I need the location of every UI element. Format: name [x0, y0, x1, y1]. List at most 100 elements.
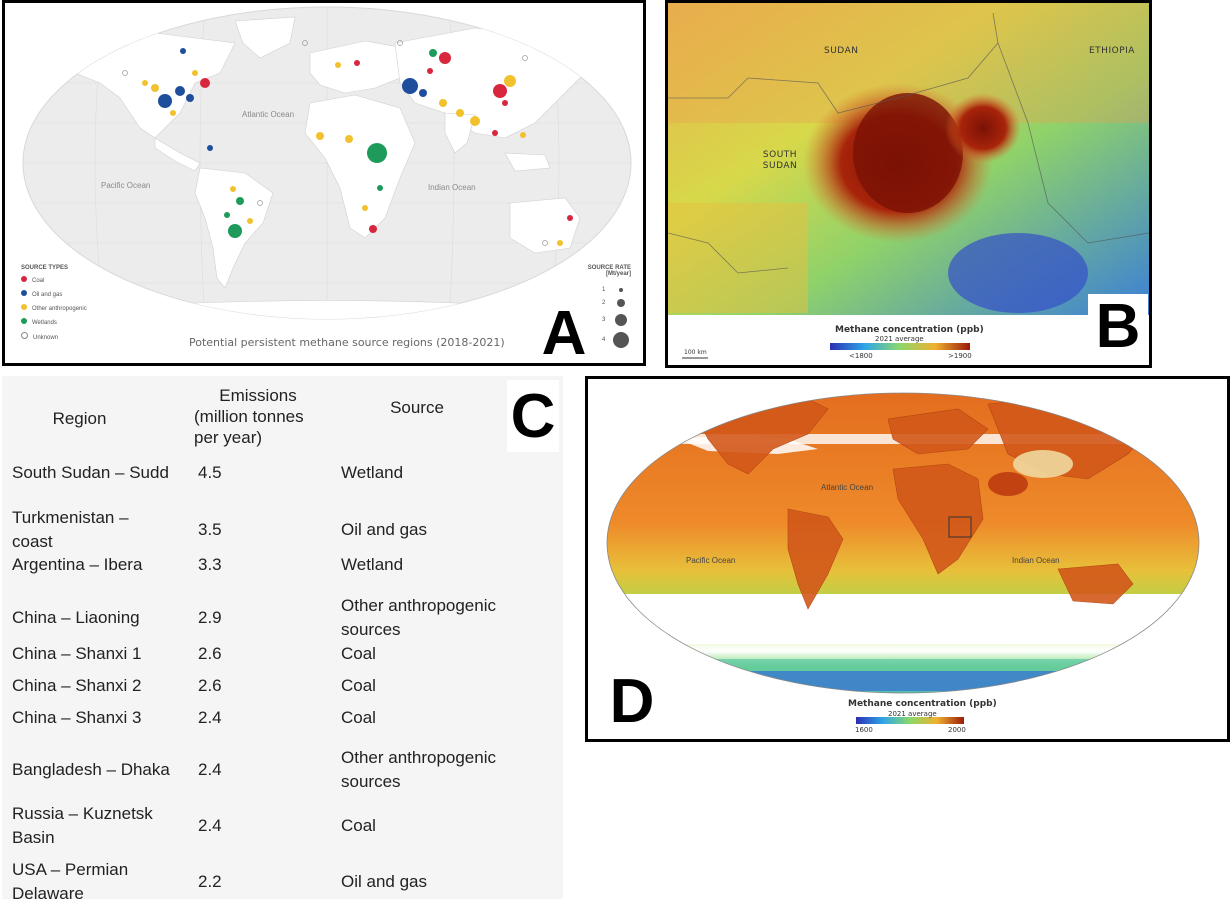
source-markers [142, 48, 573, 246]
header-emissions-line3: per year) [194, 428, 263, 447]
ocean-label-atlantic-d: Atlantic Ocean [821, 483, 874, 492]
country-label-sudan: SUDAN [824, 46, 859, 56]
table-row: Bangladesh – Dhaka 2.4 Other anthropogenic… [2, 746, 563, 794]
table-row: USA – Permian Delaware 2.2 Oil and gas [2, 858, 563, 906]
cell-region: Turkmenistan – coast [12, 506, 192, 554]
cell-region: China – Liaoning [12, 606, 192, 630]
cell-source: Coal [341, 814, 551, 838]
cell-region: China – Shanxi 1 [12, 642, 192, 666]
legend-label: Wetlands [32, 320, 57, 326]
cell-region-line: Delaware [12, 884, 84, 903]
cell-source-line: Other anthropogenic [341, 748, 496, 767]
cell-source: Wetland [341, 461, 551, 485]
rate-value: 1 [602, 287, 606, 293]
cell-source: Other anthropogenic sources [341, 746, 551, 794]
source-rate-legend: SOURCE RATE [Mt/year] [581, 265, 631, 277]
cell-region: China – Shanxi 2 [12, 674, 192, 698]
cell-region: Bangladesh – Dhaka [12, 758, 192, 782]
cell-region-line: China – Shanxi 1 [12, 644, 142, 663]
cell-source-line: Wetland [341, 555, 404, 574]
legend-item-other: Other anthropogenic [21, 304, 87, 318]
cell-source-line: Coal [341, 708, 376, 727]
cell-emissions: 2.9 [198, 608, 222, 627]
oil-gas-dot-icon [21, 290, 27, 296]
cell-region-line: Bangladesh – Dhaka [12, 760, 170, 779]
cell-region-line: China – Liaoning [12, 608, 140, 627]
header-source: Source [390, 398, 444, 417]
legend-label: Other anthropogenic [32, 306, 87, 312]
cell-source-line: Coal [341, 676, 376, 695]
rate-value: 2 [602, 300, 606, 306]
rate-circle-icon [615, 314, 627, 326]
cell-emissions: 2.2 [198, 872, 222, 891]
legend-heading: SOURCE TYPES [21, 265, 69, 271]
cell-region-line: South Sudan – Sudd [12, 463, 169, 482]
legend-item-wetlands: Wetlands [21, 318, 87, 332]
legend-item-unknown: Unknown [21, 332, 87, 346]
legend-item-coal: Coal [21, 276, 87, 290]
cell-region: South Sudan – Sudd [12, 461, 192, 485]
rate-value: 3 [602, 317, 606, 323]
cell-region: Russia – Kuznetsk Basin [12, 802, 192, 850]
colorbar-b-title: Methane concentration (ppb) [835, 325, 984, 335]
cell-emissions: 3.5 [198, 520, 222, 539]
panel-b-sudd-map: SUDAN ETHIOPIA SOUTH SUDAN Methane conce… [665, 0, 1152, 368]
wetlands-dot-icon [21, 318, 27, 324]
cell-source-line: Other anthropogenic [341, 596, 496, 615]
methane-globe-d [606, 392, 1200, 724]
cell-region-line: Basin [12, 828, 55, 847]
colorbar-d-max: 2000 [948, 726, 966, 734]
panel-a-source-map: Atlantic Ocean Pacific Ocean Indian Ocea… [2, 0, 646, 366]
table-row: South Sudan – Sudd 4.5 Wetland [2, 461, 563, 485]
cell-region-line: China – Shanxi 2 [12, 676, 142, 695]
colorbar-b-min: <1800 [849, 352, 873, 360]
rate-row-2: 2 [602, 299, 625, 307]
cell-region-line: China – Shanxi 3 [12, 708, 142, 727]
rate-circle-icon [613, 332, 629, 348]
cell-emissions: 3.3 [198, 555, 222, 574]
cell-region-line: Turkmenistan – [12, 508, 129, 527]
cell-source: Coal [341, 642, 551, 666]
ocean-label-pacific: Pacific Ocean [101, 181, 151, 190]
cell-source-line: Coal [341, 816, 376, 835]
cell-source: Oil and gas [341, 870, 551, 894]
cell-source: Other anthropogenic sources [341, 594, 551, 642]
rate-heading: SOURCE RATE [587, 265, 631, 271]
world-map-a [22, 6, 632, 320]
cell-emissions: 2.6 [198, 644, 222, 663]
table-row: Russia – Kuznetsk Basin 2.4 Coal [2, 802, 563, 850]
cell-region-line: USA – Permian [12, 860, 129, 879]
cell-emissions: 2.4 [198, 760, 222, 779]
cell-region: USA – Permian Delaware [12, 858, 192, 906]
table-row: China – Shanxi 1 2.6 Coal [2, 642, 563, 666]
ocean-label-pacific-d: Pacific Ocean [686, 556, 736, 565]
cell-source-line: Wetland [341, 463, 404, 482]
cell-region: China – Shanxi 3 [12, 706, 192, 730]
scale-bar-b: 100 km [684, 349, 707, 356]
cell-region-line: Argentina – Ibera [12, 555, 143, 574]
rate-circle-icon [619, 288, 623, 292]
colorbar-b-subtitle: 2021 average [875, 335, 924, 343]
cell-source: Coal [341, 706, 551, 730]
header-emissions-line2: (million tonnes [194, 407, 304, 426]
colorbar-d-min: 1600 [855, 726, 873, 734]
cell-source: Coal [341, 674, 551, 698]
cell-region-line: coast [12, 532, 53, 551]
ocean-label-atlantic: Atlantic Ocean [242, 110, 295, 119]
header-region: Region [52, 409, 107, 428]
panel-letter-a: A [535, 303, 593, 363]
cell-source-line: Coal [341, 644, 376, 663]
colorbar-b-max: >1900 [948, 352, 972, 360]
cell-emissions: 2.4 [198, 816, 222, 835]
cell-source-line: sources [341, 620, 401, 639]
rate-value: 4 [602, 337, 606, 343]
table-row: Turkmenistan – coast 3.5 Oil and gas [2, 506, 563, 554]
country-label-south-sudan: SOUTH SUDAN [762, 150, 798, 171]
other-dot-icon [21, 304, 27, 310]
legend-label: Unknown [33, 335, 59, 341]
panel-letter-d: D [602, 671, 662, 733]
panel-c-emissions-table: Region Emissions (million tonnes per yea… [2, 376, 563, 903]
source-types-legend: SOURCE TYPES Coal Oil and gas Other anth… [21, 265, 87, 346]
legend-label: Coal [32, 278, 45, 284]
cell-emissions: 2.4 [198, 708, 222, 727]
